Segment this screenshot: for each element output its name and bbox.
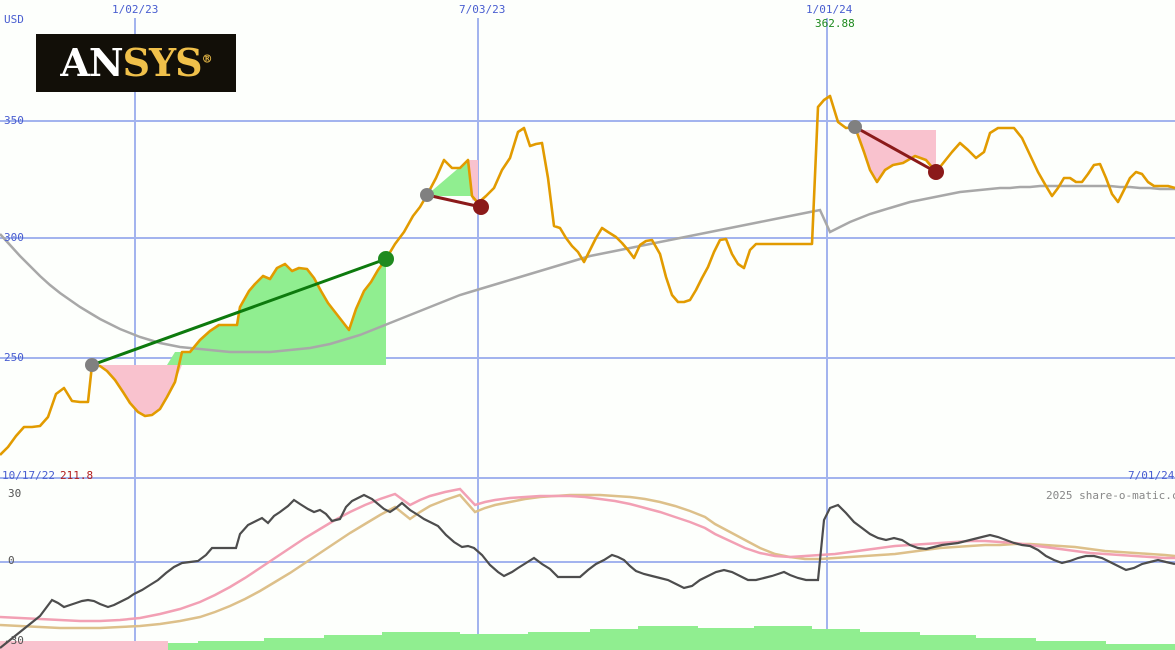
- red-end-marker-2: [928, 164, 944, 180]
- price-line: [0, 94, 1175, 456]
- watermark-text: 2025 share-o-matic.com: [1046, 489, 1175, 502]
- y-tick-label-300: 300: [4, 231, 24, 244]
- indicator-histogram: [0, 626, 1175, 650]
- logo-text-sys: SYS: [122, 40, 203, 85]
- downtrend-trend-line-1: [426, 193, 482, 209]
- y-tick-label-350: 350: [4, 114, 24, 127]
- indicator-y-tick-neg30: -30: [4, 634, 24, 647]
- price-gridlines-horizontal: [0, 120, 1175, 479]
- gray-start-marker-3: [848, 120, 862, 134]
- red-end-marker-1: [473, 199, 489, 215]
- indicator-signal-fast-line: [0, 487, 1175, 623]
- green-peak-marker: [378, 251, 394, 267]
- downtrend-fill-region-1: [92, 365, 182, 416]
- x-tick-label-right-bottom: 7/01/24: [1128, 469, 1175, 482]
- x-tick-label-2: 7/03/23: [459, 3, 506, 16]
- indicator-y-tick-0: 0: [8, 554, 15, 567]
- uptrend-trend-line: [91, 257, 387, 367]
- indicator-y-tick-30: 30: [8, 487, 22, 500]
- moving-average-line: [0, 184, 1175, 354]
- indicator-signal-slow-line: [0, 493, 1175, 630]
- indicator-panel: [0, 487, 1175, 650]
- downtrend-fill-region-3: [858, 130, 936, 182]
- downtrend-trend-line-2: [854, 125, 937, 174]
- indicator-macd-line: [0, 493, 1175, 649]
- y-tick-label-250: 250: [4, 351, 24, 364]
- ansys-logo: ANSYS®: [36, 34, 236, 92]
- top-value-annotation: 362.88: [815, 17, 855, 30]
- gray-start-marker-1: [85, 358, 99, 372]
- x-tick-label-3: 1/01/24: [806, 3, 853, 16]
- currency-label: USD: [4, 13, 24, 26]
- logo-registered-icon: ®: [201, 52, 213, 66]
- x-tick-label-1: 1/02/23: [112, 3, 159, 16]
- left-value-annotation: 211.8: [60, 469, 94, 482]
- x-tick-label-left-bottom: 10/17/22: [2, 469, 55, 482]
- gray-start-marker-2: [420, 188, 434, 202]
- logo-text-an: AN: [60, 40, 123, 85]
